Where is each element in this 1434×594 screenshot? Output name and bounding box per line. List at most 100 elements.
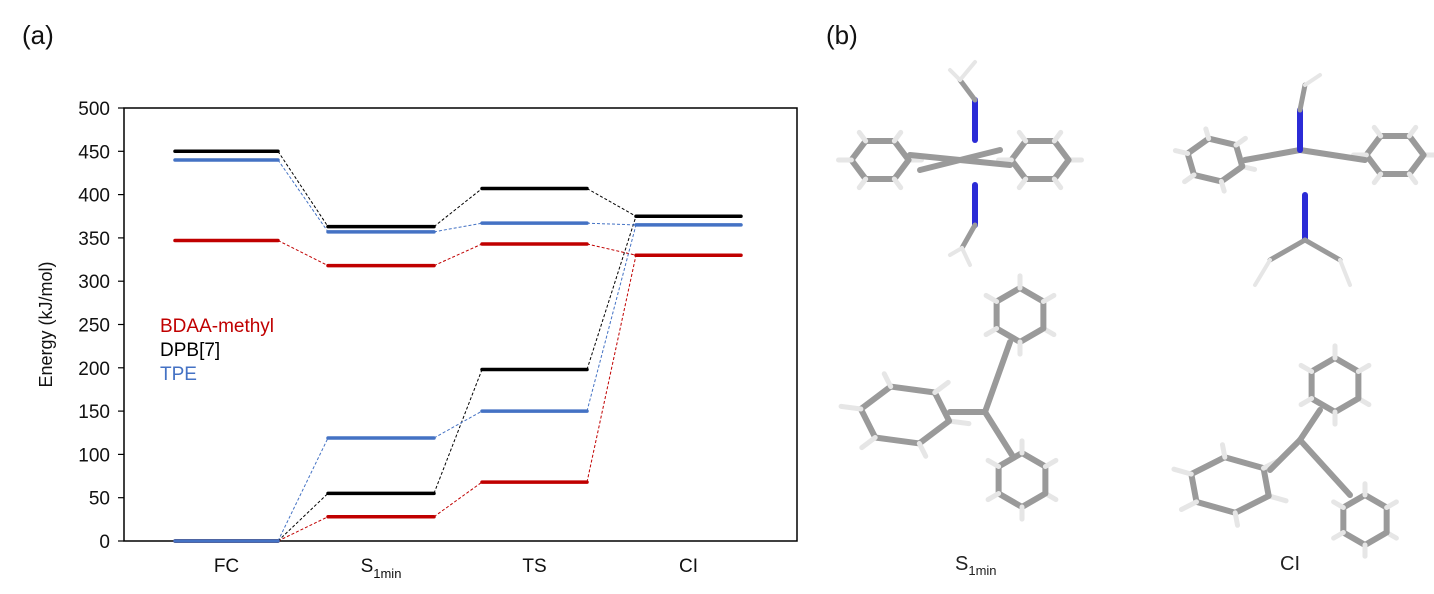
bond	[1297, 407, 1323, 443]
c-h-bond	[1016, 176, 1029, 191]
connector-lower	[586, 216, 637, 370]
c-h-bond	[1406, 171, 1419, 186]
phenyl-ring	[857, 406, 879, 441]
x-tick-label: CI	[679, 556, 698, 577]
phenyl-ring	[1232, 142, 1246, 170]
energy-diagram: 0 50 100 150 200 250 300 350 400 450 500 Energy (kJ…	[36, 99, 798, 581]
bond	[1302, 237, 1343, 263]
bond	[1297, 147, 1368, 163]
connector-upper	[586, 188, 637, 217]
phenyl-ring	[1221, 454, 1267, 472]
c-h-bond	[1051, 176, 1064, 191]
y-tick-label: 0	[99, 532, 110, 553]
c-h-bond	[916, 440, 929, 459]
connector-upper	[277, 240, 329, 267]
bond	[959, 222, 978, 251]
phenyl-ring	[1184, 135, 1212, 157]
legend-entry: BDAA-methyl	[160, 316, 274, 337]
bond	[982, 409, 1015, 458]
y-axis-label: Energy (kJ/mol)	[36, 261, 56, 387]
phenyl-ring	[1188, 471, 1200, 505]
c-h-bond	[1040, 292, 1057, 304]
c-h-bond	[891, 176, 904, 191]
c-h-bond	[1298, 396, 1315, 408]
c-h-bond	[881, 371, 894, 390]
c-h-bond	[1233, 135, 1248, 148]
phenyl-ring	[1260, 465, 1272, 499]
structure-label-s1min: S1min	[955, 553, 997, 578]
c-h-bond	[1384, 499, 1399, 510]
c-h-bond	[1016, 129, 1029, 144]
c-h-bond	[985, 491, 1002, 503]
c-h-bond	[932, 379, 951, 396]
y-tick-label: 500	[78, 99, 110, 120]
connector-upper	[277, 151, 329, 227]
c-h-bond	[1203, 126, 1212, 142]
phenyl-ring	[1340, 529, 1368, 548]
phenyl-ring	[848, 157, 869, 183]
phenyl-ring	[1406, 152, 1427, 178]
legend-entry: DPB[7]	[160, 340, 220, 361]
connector-lower	[586, 255, 637, 483]
bond	[1303, 73, 1322, 87]
phenyl-ring	[1362, 492, 1390, 511]
phenyl-ring	[1232, 492, 1272, 516]
connector-upper	[586, 222, 637, 226]
phenyl-ring	[1406, 132, 1427, 158]
phenyl-ring	[1193, 498, 1239, 516]
c-h-bond	[838, 403, 864, 412]
connector-lower	[277, 437, 329, 542]
c-h-bond	[856, 129, 869, 144]
c-h-bond	[859, 434, 878, 451]
phenyl-ring	[931, 389, 953, 424]
phenyl-ring	[993, 285, 1023, 305]
phenyl-ring	[1051, 157, 1072, 183]
phenyl-ring	[1017, 325, 1047, 345]
bond	[948, 68, 962, 82]
phenyl-ring	[1218, 163, 1246, 185]
structure-label-ci: CI	[1280, 553, 1300, 578]
phenyl-ring	[848, 137, 869, 163]
phenyl-ring	[1363, 152, 1384, 178]
connector-lower	[586, 224, 637, 412]
phenyl-ring	[1019, 450, 1049, 470]
connector-lower	[433, 369, 483, 494]
connector-lower	[277, 516, 329, 542]
y-tick-label: 200	[78, 359, 110, 380]
bond	[1242, 147, 1303, 163]
x-tick-label: TS	[522, 556, 546, 577]
c-h-bond	[1355, 362, 1372, 374]
phenyl-ring	[887, 383, 938, 396]
phenyl-ring	[1184, 150, 1198, 178]
y-tick-label: 450	[78, 142, 110, 163]
c-h-bond	[1172, 148, 1191, 156]
c-h-bond	[1218, 178, 1227, 194]
c-h-bond	[1331, 530, 1346, 541]
c-h-bond	[983, 326, 1000, 338]
phenyl-ring	[1363, 132, 1384, 158]
c-h-bond	[1261, 458, 1282, 471]
label-sub: 1min	[968, 563, 997, 578]
phenyl-ring	[1019, 490, 1049, 510]
bond	[948, 246, 964, 257]
bond	[982, 339, 1013, 415]
bond	[1297, 82, 1308, 113]
phenyl-ring	[993, 325, 1023, 345]
label-main: CI	[1280, 553, 1300, 575]
c-h-bond	[1298, 362, 1315, 374]
phenyl-ring	[1308, 395, 1338, 415]
bond	[917, 147, 1003, 173]
c-h-bond	[1331, 499, 1346, 510]
c-h-bond	[1042, 491, 1059, 503]
x-tick-label: S1min	[361, 556, 402, 581]
bond	[1253, 258, 1272, 287]
bond	[1267, 237, 1308, 263]
c-h-bond	[1384, 530, 1399, 541]
bond	[960, 246, 972, 267]
bond	[958, 60, 977, 82]
c-h-bond	[1371, 171, 1384, 186]
y-tick-label: 150	[78, 402, 110, 423]
phenyl-ring	[1332, 355, 1362, 375]
c-h-bond	[985, 457, 1002, 469]
phenyl-ring	[872, 434, 923, 447]
